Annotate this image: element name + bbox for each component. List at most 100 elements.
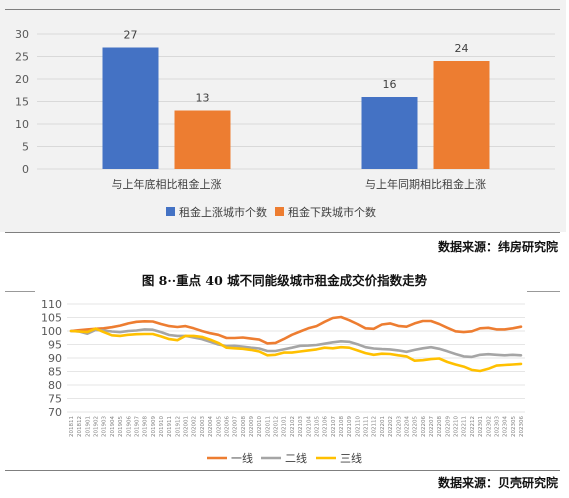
x-tick-label: 202305: [511, 416, 517, 437]
x-tick-label: 202209: [445, 416, 451, 437]
x-tick-label: 202204: [404, 416, 410, 437]
x-tick-label: 202001: [184, 416, 190, 437]
legend-label: 三线: [340, 451, 362, 465]
x-tick-label: 202110: [355, 416, 361, 437]
x-tick-label: 202109: [347, 416, 353, 437]
data-label: 16: [383, 78, 397, 91]
x-tick-label: 202004: [208, 416, 214, 437]
x-category-label: 与上年底相比租金上涨: [112, 177, 222, 191]
bar: [174, 110, 231, 169]
series-line: [69, 327, 523, 373]
x-tick-label: 202111: [364, 416, 370, 437]
x-tick-label: 202306: [519, 416, 525, 437]
legend-label: 租金上涨城市个数: [179, 205, 267, 219]
bar: [102, 47, 159, 169]
x-tick-label: 202112: [372, 416, 378, 437]
y-tick-label: 70: [48, 406, 62, 419]
chart2-top-rule-right: [527, 291, 560, 292]
x-tick-label: 201912: [175, 416, 181, 437]
y-tick-label: 5: [22, 141, 29, 154]
y-tick-label: 15: [15, 96, 29, 109]
y-tick-label: 105: [41, 312, 62, 325]
x-tick-label: 202105: [314, 416, 320, 437]
x-tick-label: 202203: [396, 416, 402, 437]
x-tick-label: 202201: [380, 416, 386, 437]
x-tick-label: 202007: [233, 416, 239, 437]
x-tick-label: 202302: [486, 416, 492, 437]
x-tick-label: 202101: [282, 416, 288, 437]
x-tick-label: 202104: [306, 416, 312, 437]
x-tick-label: 202003: [200, 416, 206, 437]
x-tick-label: 201911: [167, 416, 173, 437]
y-tick-label: 90: [48, 352, 62, 365]
y-tick-label: 20: [15, 73, 29, 86]
data-label: 13: [196, 92, 210, 105]
y-tick-label: 0: [22, 163, 29, 176]
x-tick-label: 201811: [69, 416, 75, 437]
x-category-label: 与上年同期相比租金上涨: [365, 177, 486, 191]
chart1-top-rule: [5, 9, 560, 10]
x-tick-label: 202208: [437, 416, 443, 437]
chart2-title: 图 8··重点 40 城不同能级城市租金成交价指数走势: [141, 273, 428, 288]
x-tick-label: 202212: [470, 416, 476, 437]
y-tick-label: 75: [48, 393, 62, 406]
y-tick-label: 30: [15, 28, 29, 41]
y-tick-label: 25: [15, 51, 29, 64]
chart1-bottom-rule: [5, 232, 560, 233]
x-tick-label: 202211: [462, 416, 468, 437]
chart1-source: 数据来源：纬房研究院: [437, 240, 558, 254]
data-label: 27: [124, 29, 138, 42]
x-tick-label: 201906: [126, 416, 132, 437]
x-tick-label: 202009: [249, 416, 255, 437]
legend-label: 二线: [285, 451, 307, 465]
x-tick-label: 201908: [143, 416, 149, 437]
x-tick-label: 202102: [290, 416, 296, 437]
x-tick-label: 201902: [94, 416, 100, 437]
data-label: 24: [455, 42, 469, 55]
x-tick-label: 202103: [298, 416, 304, 437]
legend-label: 一线: [231, 451, 253, 465]
x-tick-label: 201910: [159, 416, 165, 437]
x-tick-label: 202304: [503, 416, 509, 437]
x-tick-label: 202008: [241, 416, 247, 437]
x-tick-label: 202005: [216, 416, 222, 437]
y-tick-label: 85: [48, 366, 62, 379]
y-tick-label: 80: [48, 379, 62, 392]
bar-chart: 0 5 10 15 20 25 30 27 13 与上年底相比租金上涨 16 24 与上年同期相比租金上…: [15, 28, 555, 219]
x-tick-label: 201907: [134, 416, 140, 437]
y-tick-label: 95: [48, 339, 62, 352]
series-line: [69, 315, 523, 345]
legend-swatch: [166, 207, 175, 216]
x-tick-label: 202303: [494, 416, 500, 437]
x-tick-label: 202010: [257, 416, 263, 437]
x-tick-label: 202107: [331, 416, 337, 437]
x-tick-label: 202202: [388, 416, 394, 437]
x-tick-label: 201901: [85, 416, 91, 437]
chart2-bottom-rule: [5, 470, 560, 471]
legend-label: 租金下跌城市个数: [288, 205, 376, 219]
y-tick-label: 100: [41, 325, 62, 338]
x-tick-label: 201909: [151, 416, 157, 437]
x-tick-label: 202108: [339, 416, 345, 437]
x-tick-label: 202207: [429, 416, 435, 437]
x-tick-label: 201904: [110, 416, 116, 437]
y-tick-label: 10: [15, 118, 29, 131]
series-line: [69, 328, 523, 359]
x-tick-label: 202006: [224, 416, 230, 437]
y-tick-label: 110: [41, 298, 62, 311]
x-tick-label: 202011: [265, 416, 271, 437]
x-tick-label: 202205: [413, 416, 419, 437]
legend-swatch: [275, 207, 284, 216]
bar: [433, 61, 490, 169]
chart2-top-rule-left: [5, 291, 35, 292]
x-tick-label: 202002: [192, 416, 198, 437]
x-tick-label: 201812: [77, 416, 83, 437]
x-tick-label: 201903: [102, 416, 108, 437]
x-tick-label: 202206: [421, 416, 427, 437]
bar: [361, 97, 418, 169]
x-tick-label: 202210: [454, 416, 460, 437]
chart2-source: 数据来源：贝壳研究院: [437, 476, 558, 490]
x-tick-label: 202106: [323, 416, 329, 437]
x-tick-label: 202012: [274, 416, 280, 437]
